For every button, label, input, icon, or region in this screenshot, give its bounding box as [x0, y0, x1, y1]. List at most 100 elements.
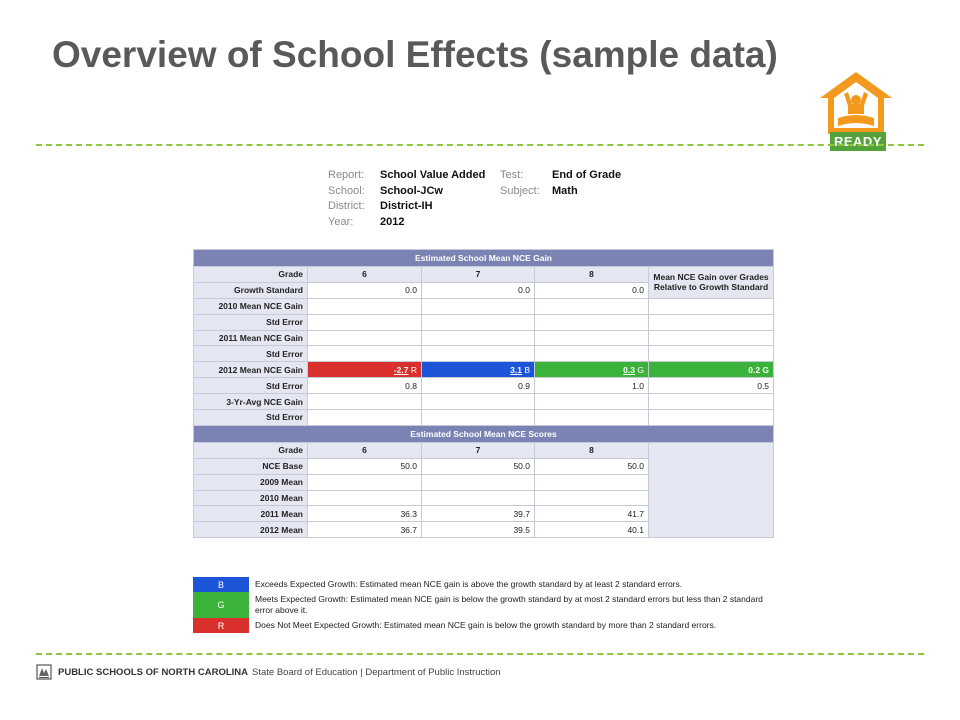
- legend-text: Exceeds Expected Growth: Estimated mean …: [255, 579, 683, 589]
- report-info: Report: School Value Added School: School-…: [328, 168, 621, 230]
- row-label: 2009 Mean: [193, 473, 308, 491]
- gain-cell-green: 0.3 G: [534, 361, 649, 379]
- grade-label: Grade: [193, 441, 308, 459]
- report-label: Report:: [328, 169, 365, 181]
- legend-text: Meets Expected Growth: Estimated mean NC…: [255, 594, 763, 615]
- row-label: 3-Yr-Avg NCE Gain: [193, 393, 308, 411]
- cell: 40.1: [534, 521, 649, 539]
- legend-swatch-blue: B: [193, 577, 249, 592]
- cell: 36.7: [307, 521, 422, 539]
- school-label: School:: [328, 184, 365, 197]
- cell: 39.7: [421, 505, 535, 523]
- district-value: District-IH: [380, 200, 433, 212]
- cell: [647, 393, 775, 411]
- scores-side-blank: [647, 441, 775, 539]
- grade-col: 7: [421, 266, 535, 283]
- growth-code: R: [410, 364, 417, 375]
- cell: 39.5: [421, 521, 535, 539]
- state-seal-icon: [36, 664, 52, 680]
- row-label: 2010 Mean: [193, 489, 308, 507]
- bottom-divider: [36, 653, 924, 655]
- cell: [421, 345, 535, 363]
- cell: [647, 409, 775, 426]
- cell: 50.0: [421, 457, 535, 475]
- cell: 36.3: [307, 505, 422, 523]
- legend-item-meets: G Meets Expected Growth: Estimated mean …: [193, 592, 773, 618]
- cell: [307, 329, 422, 347]
- logo-text: READY: [830, 132, 886, 151]
- cell: [421, 313, 535, 331]
- grade-col: 8: [534, 441, 649, 459]
- row-label: 2011 Mean NCE Gain: [193, 329, 308, 347]
- legend-item-does-not-meet: R Does Not Meet Expected Growth: Estimat…: [193, 618, 773, 633]
- cell: [647, 297, 775, 315]
- mean-gain-header: Mean NCE Gain over Grades Relative to Gr…: [647, 266, 775, 299]
- cell: 41.7: [534, 505, 649, 523]
- cell: 0.5: [647, 377, 775, 395]
- footer: PUBLIC SCHOOLS OF NORTH CAROLINA State B…: [36, 664, 501, 680]
- cell: [534, 489, 649, 507]
- cell: 50.0: [534, 457, 649, 475]
- cell: 1.0: [534, 377, 649, 395]
- cell: [534, 297, 649, 315]
- grade-col: 8: [534, 266, 649, 283]
- cell: [647, 329, 775, 347]
- cell: [421, 329, 535, 347]
- cell: [307, 345, 422, 363]
- cell: [421, 393, 535, 411]
- top-divider: [36, 144, 924, 146]
- gain-cell-red: -2.7 R: [307, 361, 422, 379]
- cell: [647, 345, 775, 363]
- cell: 0.9: [421, 377, 535, 395]
- gain-link[interactable]: 0.3: [623, 364, 635, 375]
- cell: [421, 297, 535, 315]
- gain-table-header: Estimated School Mean NCE Gain: [192, 249, 775, 267]
- row-label: 2012 Mean: [193, 521, 308, 539]
- grade-label: Grade: [193, 266, 308, 283]
- row-label: Growth Standard: [193, 281, 308, 299]
- legend-swatch-green: G: [193, 592, 249, 618]
- cell: [307, 313, 422, 331]
- footer-org: PUBLIC SCHOOLS OF NORTH CAROLINA: [58, 666, 248, 678]
- gain-link[interactable]: -2.7: [393, 364, 409, 375]
- cell: [307, 297, 422, 315]
- cell: [534, 393, 649, 411]
- row-label: Std Error: [193, 345, 308, 363]
- cell: [421, 473, 535, 491]
- row-label: NCE Base: [193, 457, 308, 475]
- gain-cell-blue: 3.1 B: [421, 361, 535, 379]
- row-label: Std Error: [193, 313, 308, 331]
- gain-link[interactable]: 3.1: [510, 364, 522, 375]
- district-label: District:: [328, 200, 365, 212]
- cell: [307, 393, 422, 411]
- nce-report-table: Estimated School Mean NCE Gain Grade 6 7…: [192, 249, 775, 539]
- subject-label: Subject:: [500, 184, 540, 197]
- growth-code: G: [637, 364, 644, 375]
- legend-text: Does Not Meet Expected Growth: Estimated…: [255, 620, 717, 630]
- cell: 0.0: [421, 281, 535, 299]
- cell: 0.8: [307, 377, 422, 395]
- row-label: Std Error: [193, 377, 308, 395]
- footer-text: State Board of Education | Department of…: [252, 666, 501, 678]
- cell: [307, 409, 422, 426]
- grade-col: 6: [307, 266, 422, 283]
- cell: [647, 313, 775, 331]
- year-value: 2012: [380, 215, 405, 228]
- row-label: Std Error: [193, 409, 308, 426]
- legend-item-exceeds: B Exceeds Expected Growth: Estimated mea…: [193, 577, 773, 592]
- grade-col: 6: [307, 441, 422, 459]
- cell: [534, 313, 649, 331]
- slide-title: Overview of School Effects (sample data): [52, 34, 778, 75]
- row-label: 2012 Mean NCE Gain: [193, 361, 308, 379]
- cell: [534, 329, 649, 347]
- subject-value: Math: [552, 184, 578, 197]
- row-label: 2010 Mean NCE Gain: [193, 297, 308, 315]
- cell: [534, 409, 649, 426]
- row-label: 2011 Mean: [193, 505, 308, 523]
- cell: 0.0: [307, 281, 422, 299]
- year-label: Year:: [328, 215, 354, 228]
- grade-col: 7: [421, 441, 535, 459]
- cell: [421, 409, 535, 426]
- cell: 0.0: [534, 281, 649, 299]
- cell: 50.0: [307, 457, 422, 475]
